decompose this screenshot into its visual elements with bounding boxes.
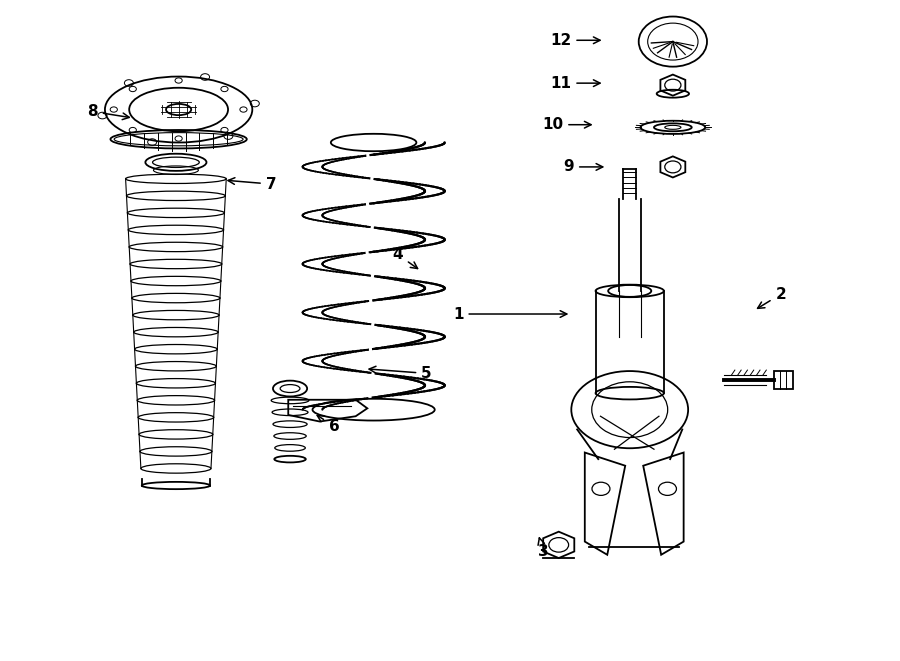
Text: 1: 1: [453, 307, 567, 321]
Text: 4: 4: [392, 247, 418, 268]
Text: 9: 9: [563, 159, 603, 175]
Text: 12: 12: [550, 33, 600, 48]
Text: 2: 2: [758, 287, 786, 309]
Text: 11: 11: [550, 75, 600, 91]
Text: 10: 10: [542, 117, 591, 132]
Text: 8: 8: [87, 104, 130, 120]
Text: 6: 6: [317, 415, 339, 434]
Text: 3: 3: [538, 538, 549, 559]
Text: 5: 5: [369, 366, 432, 381]
Text: 7: 7: [228, 176, 276, 192]
Bar: [773, 371, 793, 389]
